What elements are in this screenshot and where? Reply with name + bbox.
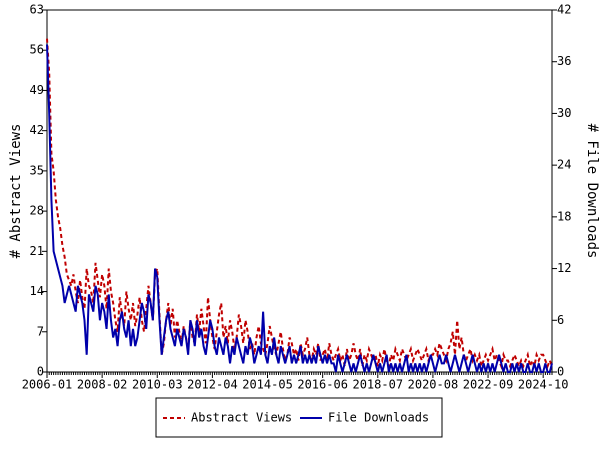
- y-tick-label: 42: [30, 123, 44, 137]
- y-axis-title: # Abstract Views: [8, 124, 24, 259]
- legend-label: Abstract Views: [191, 411, 292, 425]
- x-tick-label: 2012-04: [187, 378, 238, 392]
- y-tick-label: 35: [30, 163, 44, 177]
- legend-label: File Downloads: [328, 411, 429, 425]
- x-tick-label: 2008-02: [77, 378, 128, 392]
- y2-tick-label: 36: [557, 54, 571, 68]
- x-tick-label: 2014-05: [242, 378, 293, 392]
- y-tick-label: 28: [30, 204, 44, 218]
- y-tick-label: 0: [37, 365, 44, 379]
- x-tick-label: 2010-03: [132, 378, 183, 392]
- y2-tick-label: 30: [557, 106, 571, 120]
- x-tick-label: 2006-01: [22, 378, 73, 392]
- x-tick-label: 2018-07: [352, 378, 403, 392]
- y-tick-label: 14: [30, 284, 44, 298]
- y2-tick-label: 0: [557, 365, 564, 379]
- legend-box: [155, 397, 443, 438]
- x-tick-label: 2022-09: [463, 378, 514, 392]
- y2-tick-label: 24: [557, 158, 571, 172]
- x-tick-label: 2024-10: [518, 378, 569, 392]
- y-tick-label: 7: [37, 324, 44, 338]
- y-tick-label: 56: [30, 43, 44, 57]
- y2-tick-label: 12: [557, 261, 571, 275]
- x-tick-label: 2016-06: [297, 378, 348, 392]
- y-tick-label: 63: [30, 3, 44, 17]
- y-tick-label: 21: [30, 244, 44, 258]
- y2-tick-label: 18: [557, 209, 571, 223]
- y2-tick-label: 6: [557, 313, 564, 327]
- series-line: [46, 44, 553, 373]
- y2-axis-title: # File Downloads: [584, 124, 600, 259]
- y2-tick-label: 42: [557, 3, 571, 17]
- y-tick-label: 49: [30, 83, 44, 97]
- plot-area: [46, 9, 553, 373]
- x-tick-label: 2020-08: [408, 378, 459, 392]
- series-line: [46, 38, 553, 370]
